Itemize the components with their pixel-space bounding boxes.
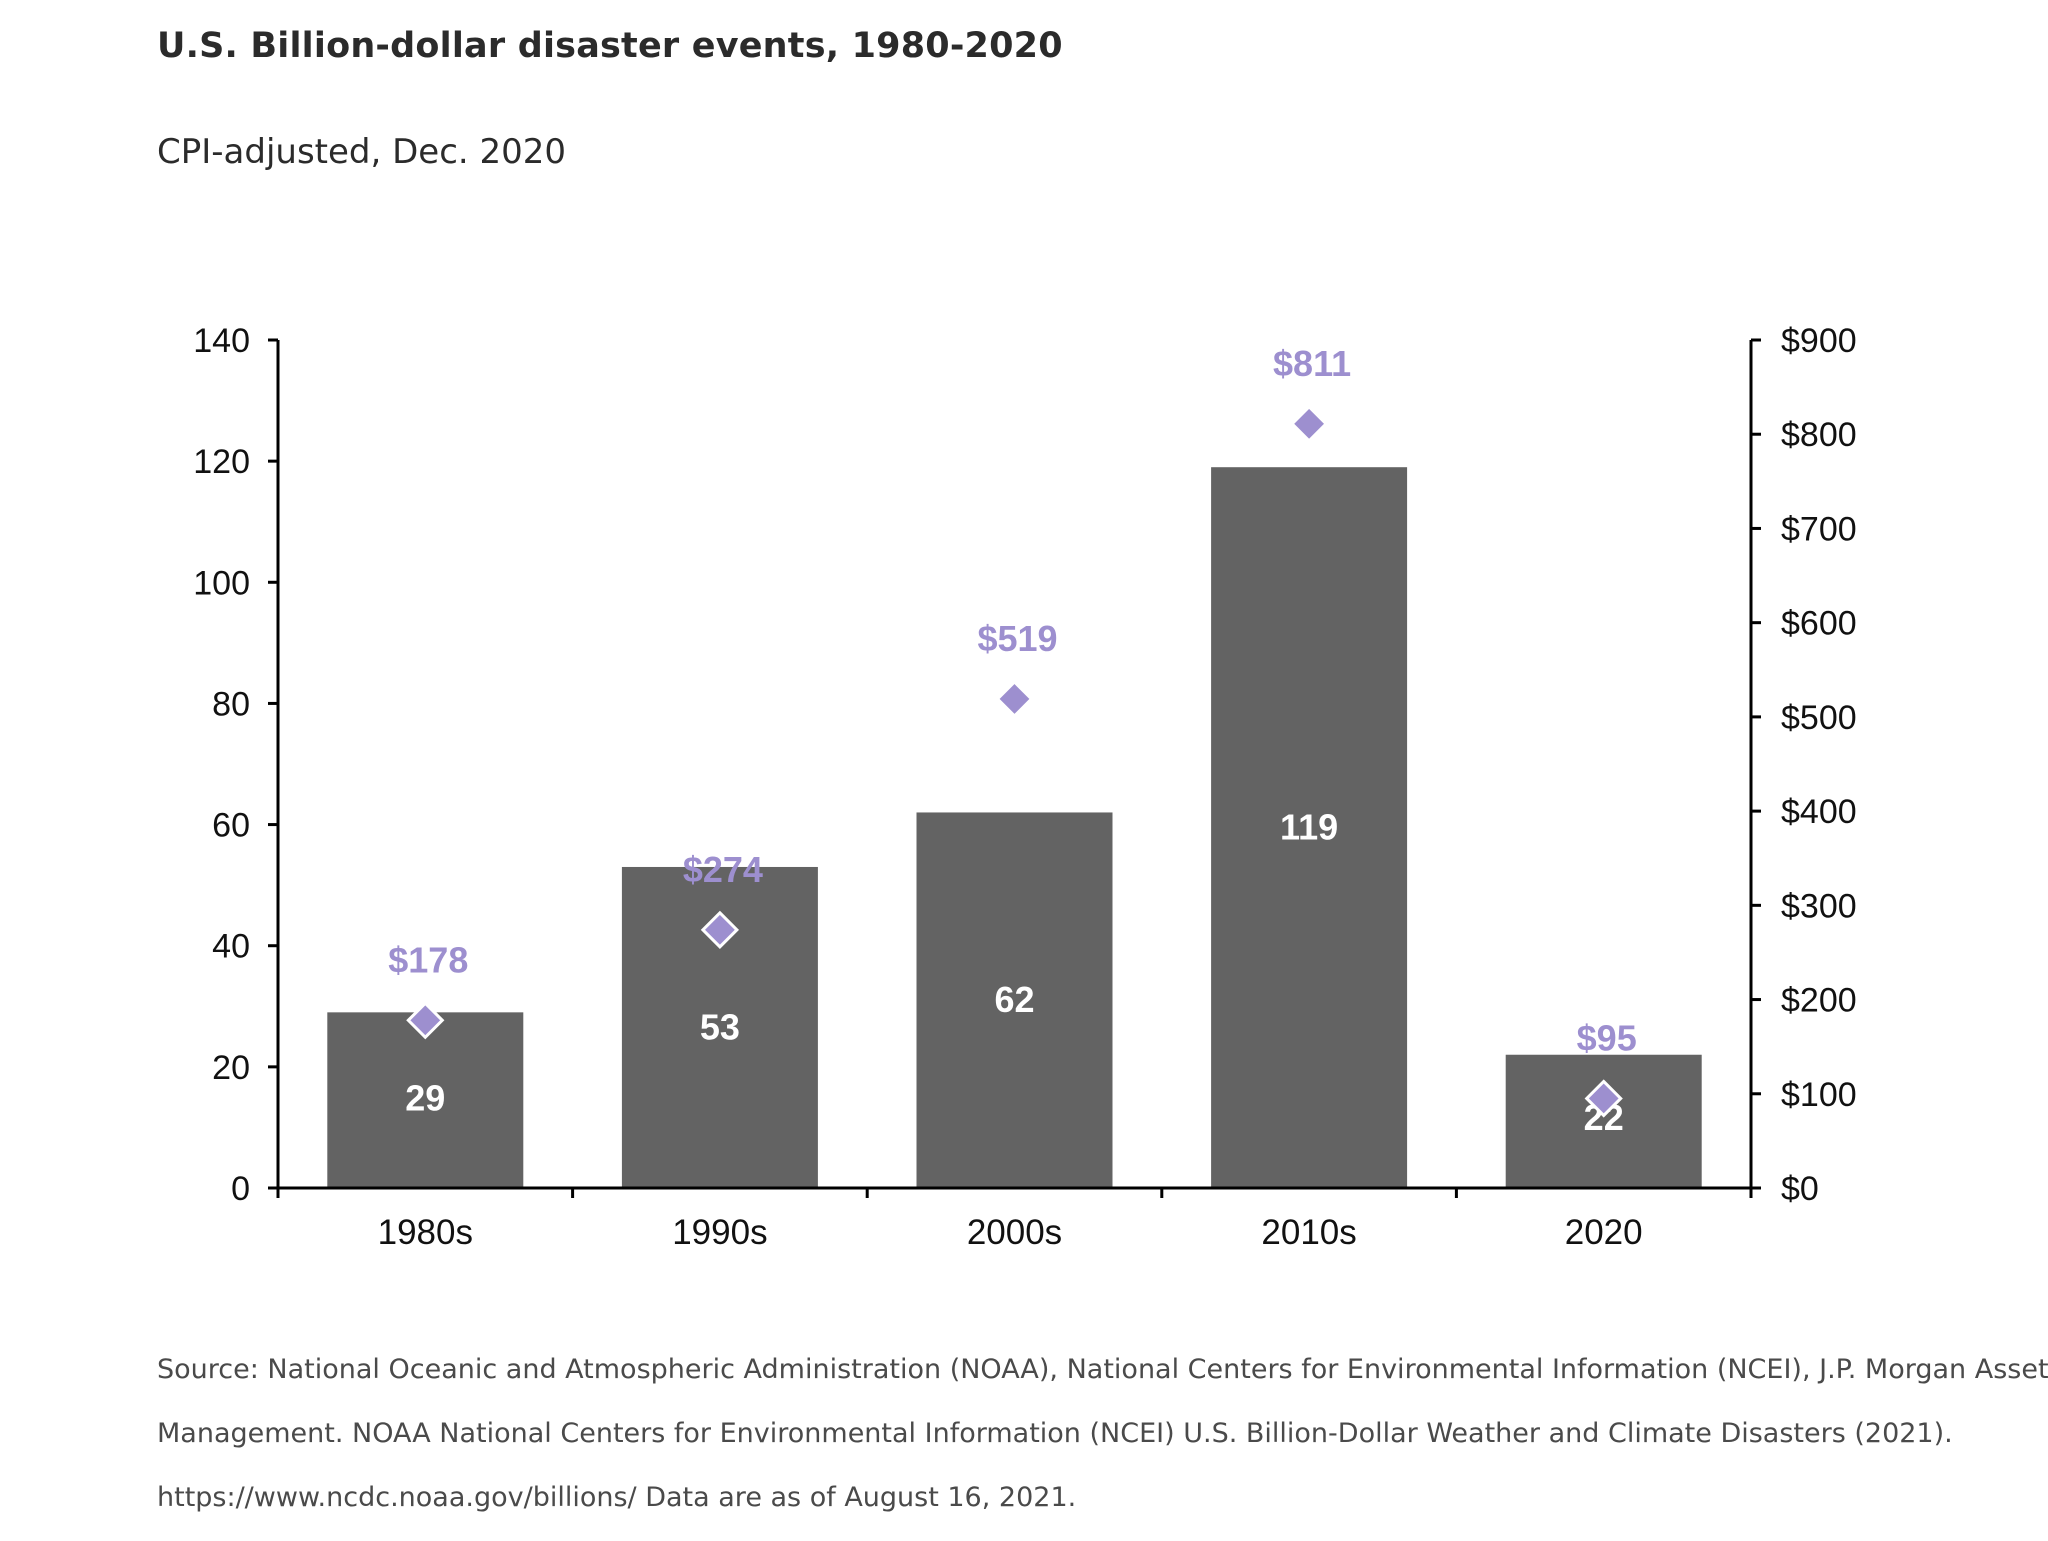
chart-title: U.S. Billion-dollar disaster events, 198…	[157, 26, 1063, 66]
cost-label: $274	[683, 849, 763, 890]
y-tick-label-left: 20	[212, 1049, 250, 1087]
cost-marker	[406, 1001, 445, 1040]
y-tick-label-right: $600	[1781, 605, 1857, 643]
y-tick-label-left: 40	[212, 928, 250, 966]
source-line: Source: National Oceanic and Atmospheric…	[157, 1354, 2048, 1385]
y-tick-label-right: $900	[1781, 322, 1857, 360]
y-tick-label-right: $100	[1781, 1076, 1857, 1114]
chart-subtitle: CPI-adjusted, Dec. 2020	[157, 132, 567, 172]
cost-label: $95	[1577, 1017, 1637, 1058]
y-tick-label-right: $300	[1781, 887, 1857, 925]
x-tick-label: 2010s	[1261, 1213, 1356, 1252]
y-tick-label-left: 100	[193, 564, 250, 602]
y-tick-label-right: $800	[1781, 416, 1857, 454]
bar-value-label: 119	[1280, 807, 1338, 848]
cost-marker	[1584, 1079, 1623, 1118]
bar	[327, 1012, 524, 1188]
cost-marker	[995, 679, 1034, 719]
y-tick-label-right: $200	[1781, 982, 1857, 1020]
y-tick-label-left: 60	[212, 807, 250, 845]
x-tick-label: 1980s	[378, 1213, 473, 1252]
source-line: Management. NOAA National Centers for En…	[157, 1418, 1953, 1449]
x-tick-label: 2000s	[967, 1213, 1062, 1252]
x-tick-label: 1990s	[672, 1213, 767, 1252]
bar	[1211, 467, 1408, 1188]
y-tick-label-right: $700	[1781, 510, 1857, 548]
cost-marker	[700, 910, 740, 949]
combo-chart: 0 20 40 60 80 100 120 140 $0 $100 $200 $300 $400 $500…	[193, 322, 1857, 1252]
bar-value-label: 29	[405, 1077, 445, 1118]
cost-label: $519	[977, 618, 1057, 659]
bar	[916, 812, 1113, 1188]
x-tick-label: 2020	[1565, 1213, 1643, 1252]
source-note: Source: National Oceanic and Atmospheric…	[157, 1338, 2048, 1530]
y-tick-label-left: 0	[231, 1170, 250, 1208]
y-tick-label-left: 140	[193, 322, 250, 360]
cost-label: $811	[1273, 343, 1351, 384]
cost-marker	[1289, 404, 1329, 443]
y-tick-label-right: $500	[1781, 699, 1857, 737]
bar-value-label: 53	[700, 1006, 740, 1047]
y-tick-label-right: $400	[1781, 793, 1857, 831]
cost-label: $178	[388, 939, 468, 980]
bar	[1505, 1054, 1702, 1188]
y-tick-label-right: $0	[1781, 1170, 1819, 1208]
y-tick-label-left: 80	[212, 685, 250, 723]
y-tick-label-left: 120	[193, 443, 250, 481]
source-line: https://www.ncdc.noaa.gov/billions/ Data…	[157, 1482, 1077, 1513]
bar-value-label: 62	[994, 979, 1034, 1020]
